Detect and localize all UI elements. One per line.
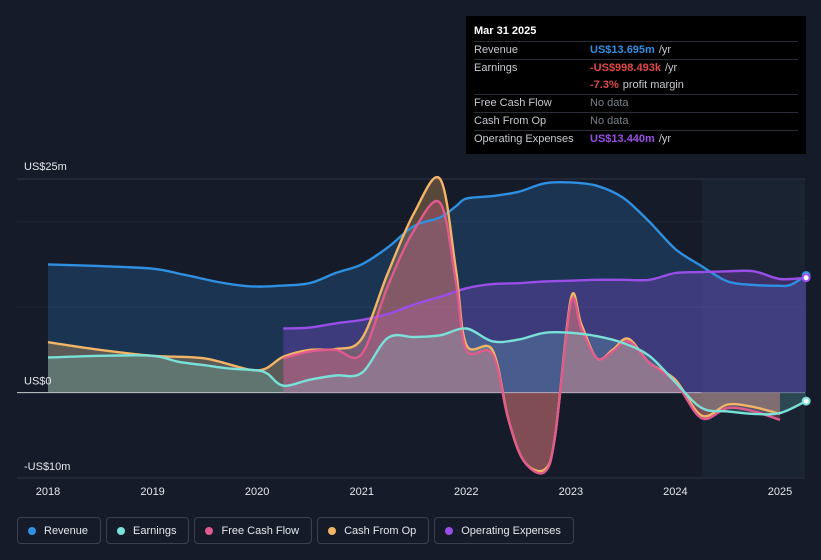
tooltip-value: US$13.440m — [590, 133, 655, 145]
tooltip-key — [474, 77, 590, 94]
y-label-zero: US$0 — [24, 376, 52, 388]
y-label-bottom: -US$10m — [24, 461, 70, 473]
y-axis: US$25m US$0 -US$10m — [24, 161, 70, 473]
legend-label: Operating Expenses — [461, 524, 561, 537]
tooltip-row: Free Cash Flow No data — [474, 94, 798, 112]
legend-item-earnings[interactable]: Earnings — [106, 517, 190, 544]
grid-lines — [17, 178, 805, 479]
x-tick-label: 2022 — [454, 486, 478, 498]
tooltip-value: -US$998.493k — [590, 62, 661, 74]
legend-label: Free Cash Flow — [221, 524, 300, 537]
tooltip-unit: /yr — [658, 44, 672, 56]
y-label-top: US$25m — [24, 161, 67, 173]
legend-dot-icon — [28, 526, 36, 535]
legend-dot-icon — [117, 526, 126, 535]
tooltip-row: -7.3% profit margin — [474, 77, 798, 94]
tooltip-key: Revenue — [474, 44, 519, 56]
tooltip-unit: profit margin — [622, 79, 684, 91]
tooltip-row: Cash From Op No data — [474, 112, 798, 130]
cash-from-op-area — [48, 177, 780, 472]
forecast-region — [701, 179, 805, 478]
operating-expenses-line — [283, 269, 807, 330]
tooltip-key: Operating Expenses — [474, 133, 574, 145]
series-lines — [47, 175, 807, 475]
legend-dot-icon — [445, 526, 454, 535]
legend-label: Earnings — [133, 524, 177, 537]
legend-item-revenue[interactable]: Revenue — [17, 517, 102, 544]
tooltip-value: No data — [590, 97, 629, 109]
legend-label: Revenue — [44, 524, 89, 537]
x-tick-label: 2020 — [245, 486, 269, 498]
tooltip-rows: Revenue US$13.695m/yr Earnings -US$998.493k… — [474, 41, 798, 148]
tooltip-value: US$13.695m — [590, 44, 655, 56]
x-tick-label: 2021 — [349, 486, 373, 498]
operating-expenses-end-marker — [801, 273, 811, 283]
legend-item-free-cash-flow[interactable]: Free Cash Flow — [194, 517, 313, 544]
earnings-end-marker — [801, 396, 811, 406]
tooltip-unit: /yr — [664, 62, 678, 74]
tooltip-row: Earnings -US$998.493k/yr — [474, 59, 798, 77]
earnings-line — [47, 327, 807, 416]
legend-dot-icon — [205, 526, 214, 535]
legend-label: Cash From Op — [344, 524, 417, 537]
end-markers — [801, 271, 811, 406]
legend-item-cash-from-op[interactable]: Cash From Op — [317, 517, 430, 544]
legend-dot-icon — [328, 526, 337, 535]
x-tick-label: 2023 — [559, 486, 583, 498]
x-tick-label: 2025 — [768, 486, 792, 498]
x-tick-label: 2019 — [140, 486, 164, 498]
x-axis: 2018 2019 2020 2021 2022 2023 2024 2025 — [36, 486, 792, 498]
tooltip-key: Cash From Op — [474, 115, 547, 127]
tooltip-unit: /yr — [658, 133, 672, 145]
tooltip-value: No data — [590, 115, 629, 127]
tooltip-key: Earnings — [474, 62, 518, 74]
tooltip-date: Mar 31 2025 — [474, 25, 537, 37]
tooltip-row: Revenue US$13.695m/yr — [474, 41, 798, 59]
free-cash-flow-area — [283, 201, 780, 474]
revenue-line — [47, 180, 807, 288]
tooltip: Mar 31 2025 Revenue US$13.695m/yr Earnings… — [466, 16, 806, 154]
tooltip-value: -7.3% — [590, 79, 619, 91]
legend: Revenue Earnings Free Cash Flow Cash From O… — [17, 517, 579, 546]
tooltip-key: Free Cash Flow — [474, 97, 552, 109]
tooltip-row: Operating Expenses US$13.440m/yr — [474, 130, 798, 148]
x-tick-label: 2024 — [663, 486, 687, 498]
legend-item-operating-expenses[interactable]: Operating Expenses — [434, 517, 574, 544]
x-tick-label: 2018 — [36, 486, 60, 498]
